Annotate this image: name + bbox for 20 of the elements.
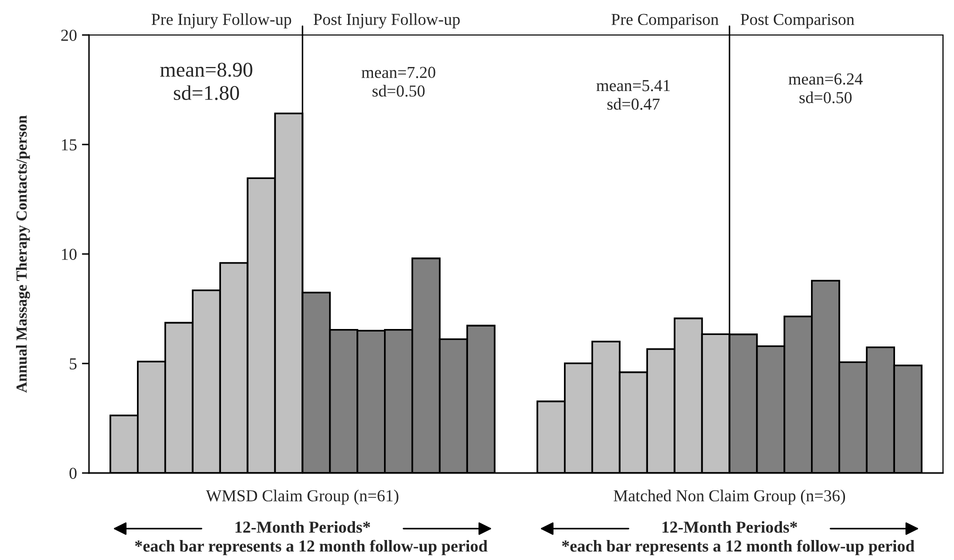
text: *each bar represents a 12 month follow-up period <box>562 540 914 556</box>
y-tick-label: 10 <box>62 248 77 260</box>
x-tick-label: Matched Non Claim Group (n=36) <box>614 490 846 505</box>
text: Pre Comparison <box>611 14 719 28</box>
annotation: mean=6.24 sd=0.50 <box>788 73 863 104</box>
text: 12-Month Periods* <box>662 521 798 533</box>
text: Post Comparison <box>740 14 854 28</box>
text: 12-Month Periods* <box>236 521 370 533</box>
y-tick-label: 5 <box>70 358 77 370</box>
y-tick-label: 20 <box>61 30 77 41</box>
annotation: mean=8.90 sd=1.80 <box>160 62 252 100</box>
x-tick-label: WMSD Claim Group (n=61) <box>206 490 398 505</box>
y-tick-label: 0 <box>69 468 77 479</box>
annotation: mean=5.41 sd=0.47 <box>596 80 670 110</box>
text: Post Injury Follow-up <box>314 13 460 28</box>
annotation: mean=7.20 sd=0.50 <box>362 66 436 97</box>
text: *each bar represents a 12 month follow-up period <box>135 540 488 556</box>
y-tick-label: 15 <box>62 139 77 150</box>
text: Pre Injury Follow-up <box>152 13 292 28</box>
y-axis-title: Annual Massage Therapy Contacts/person <box>16 115 30 393</box>
